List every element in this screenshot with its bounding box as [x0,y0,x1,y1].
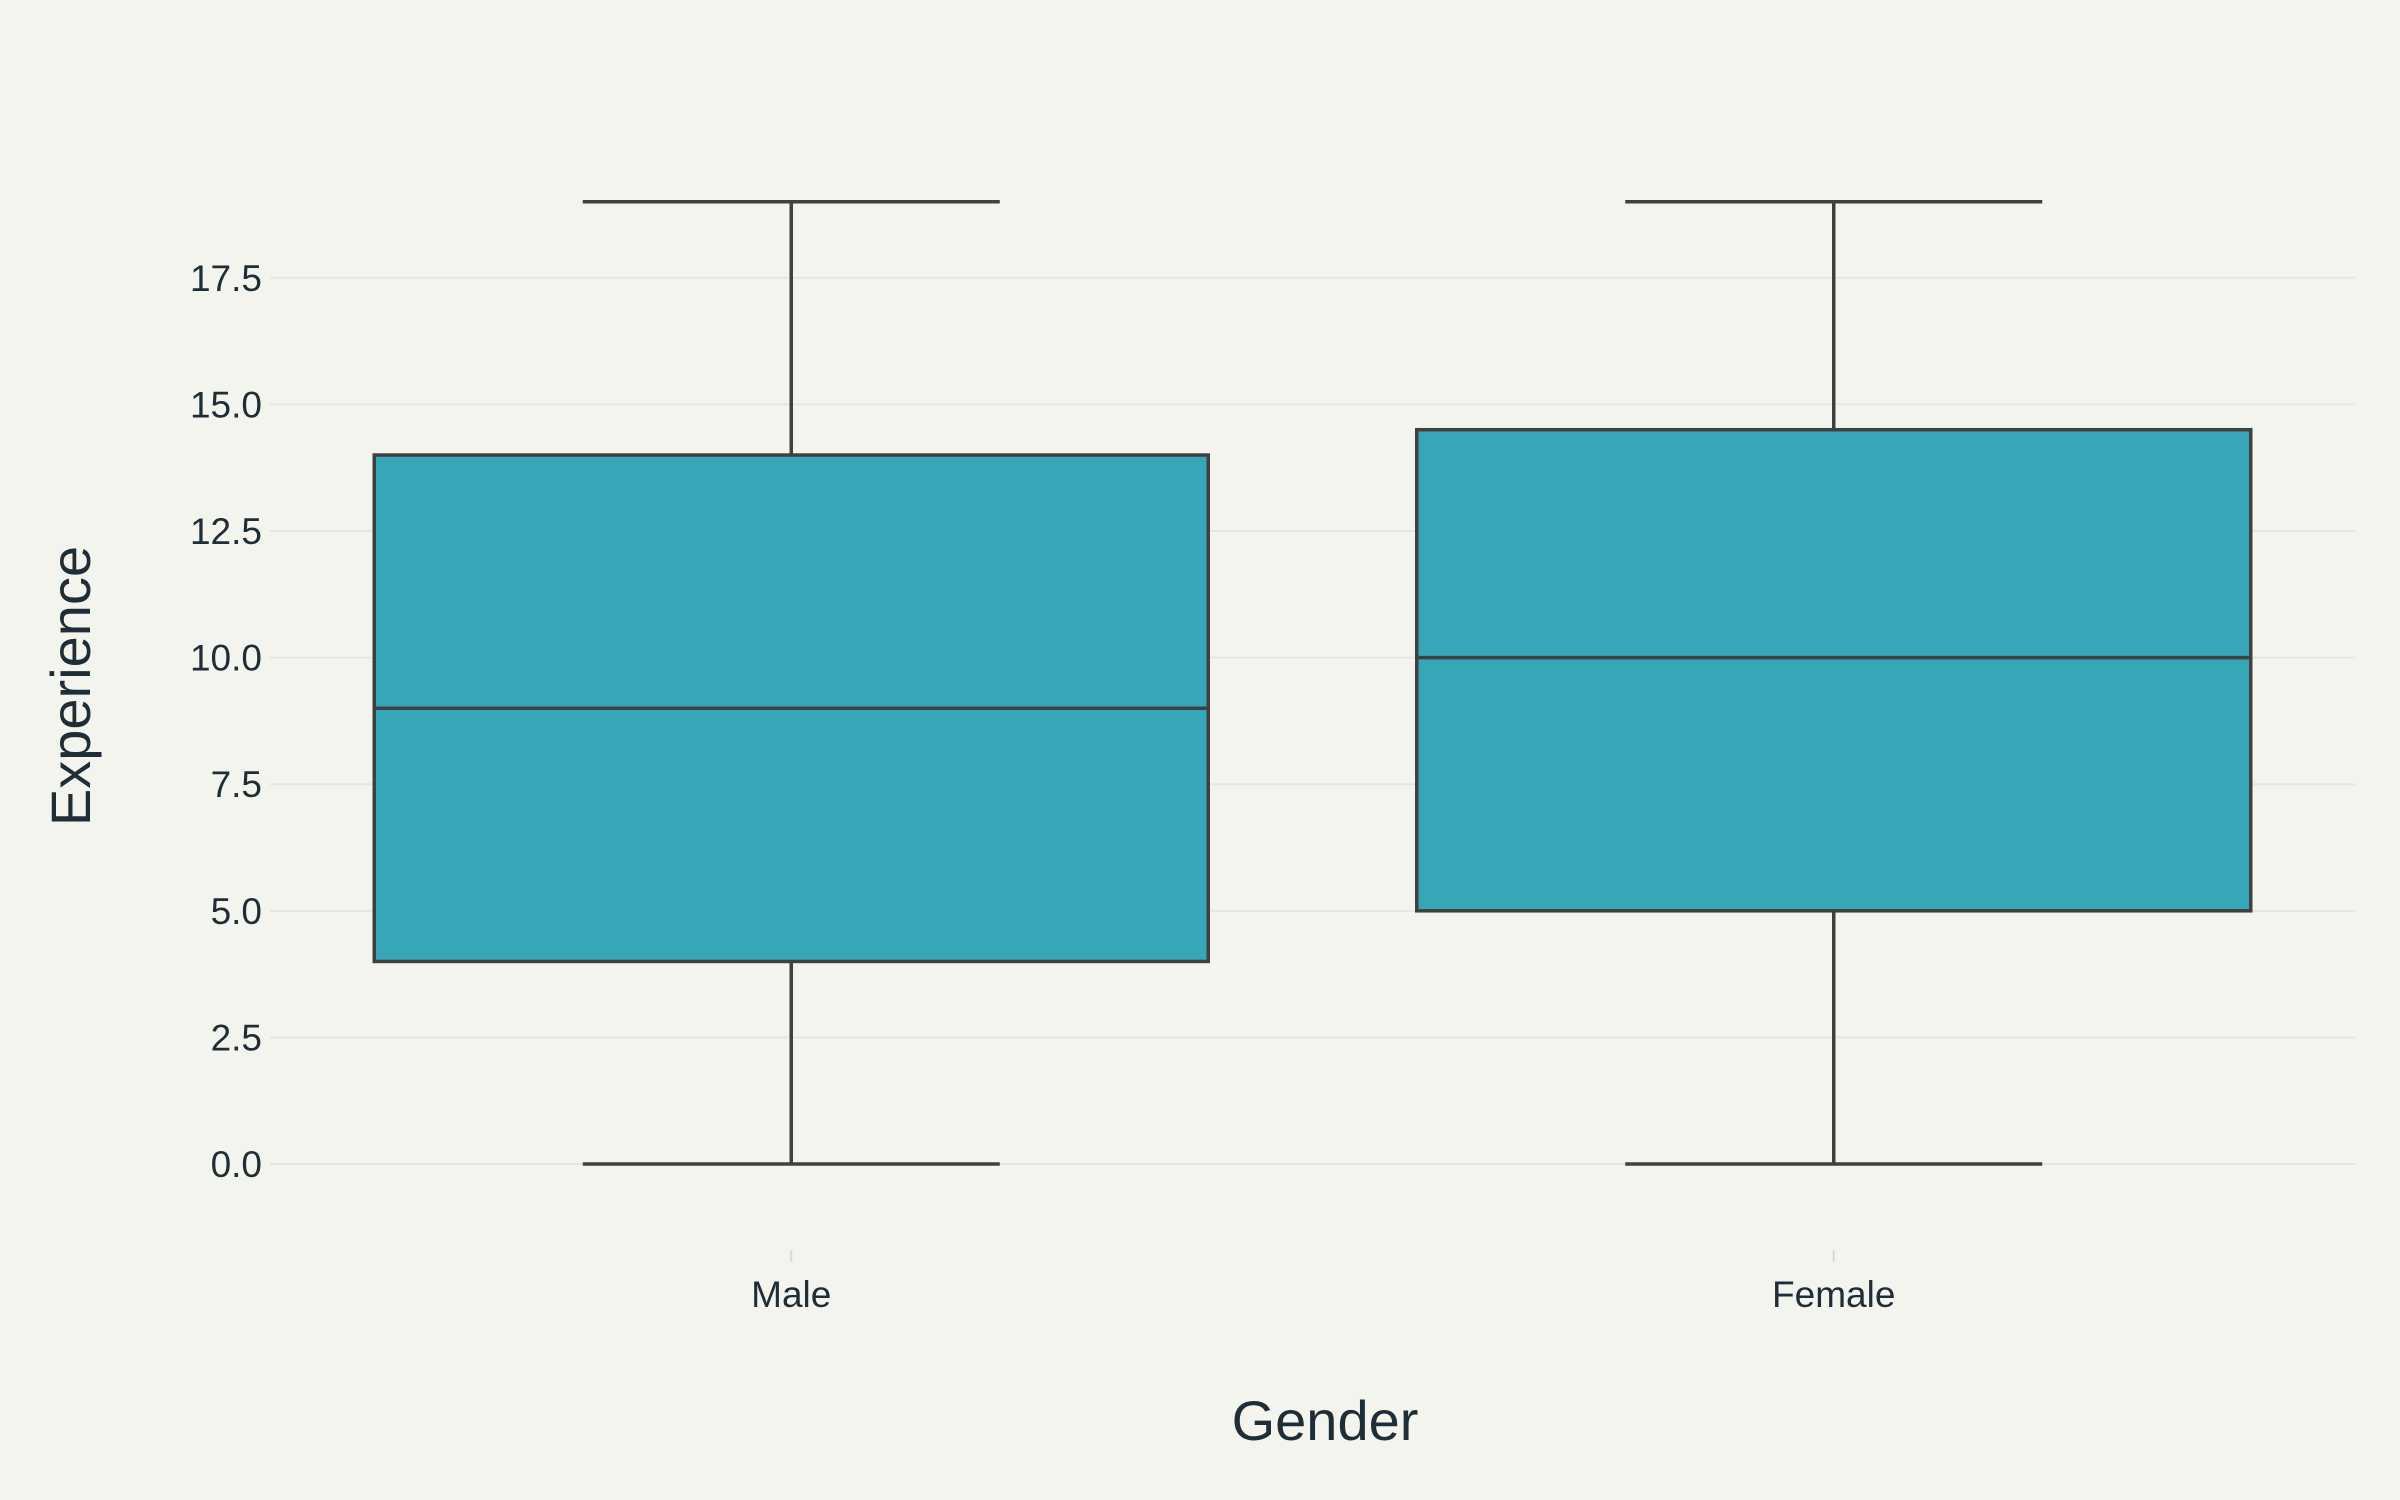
x-tick-label: Male [751,1274,831,1315]
y-tick-label: 12.5 [190,511,262,552]
box-male [372,200,1210,1166]
x-axis-title: Gender [1232,1389,1419,1452]
x-axis-ticks: Male Female [751,1250,1895,1315]
boxes [372,200,2253,1166]
box-female [1415,200,2253,1166]
y-tick-label: 0.0 [211,1144,262,1185]
y-tick-label: 15.0 [190,384,262,425]
x-tick-label: Female [1772,1274,1895,1315]
y-tick-label: 2.5 [211,1017,262,1058]
y-tick-label: 5.0 [211,891,262,932]
iqr-box [1415,427,2253,913]
y-axis-ticks: 0.0 2.5 5.0 7.5 10.0 12.5 15.0 17.5 [190,258,262,1185]
y-axis-title: Experience [39,546,102,826]
y-tick-label: 17.5 [190,258,262,299]
y-tick-label: 10.0 [190,638,262,679]
y-tick-label: 7.5 [211,764,262,805]
